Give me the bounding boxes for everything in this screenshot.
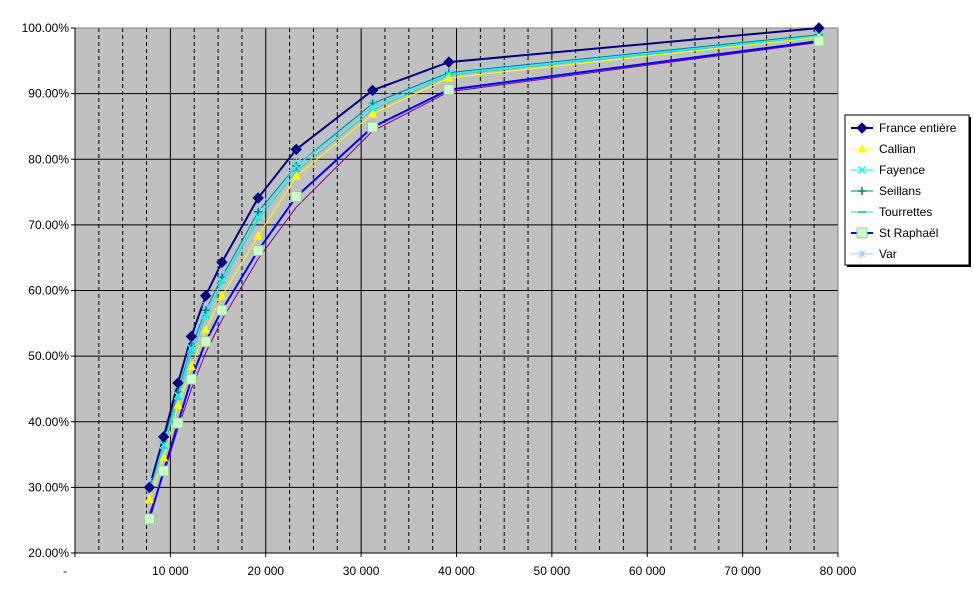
legend-marker-france-enti-re (856, 122, 868, 134)
legend-label-callian: Callian (879, 142, 916, 156)
data-point-st-rapha-l (172, 417, 184, 429)
series-markers (143, 22, 825, 525)
data-point-callian (201, 324, 211, 334)
data-point-callian (173, 400, 183, 409)
legend-marker-seillans (858, 187, 866, 195)
x-tick-label: 10 000 (152, 564, 189, 578)
data-point-st-rapha-l (200, 336, 212, 348)
series-points-callian (144, 32, 824, 503)
data-point-fayence (254, 212, 263, 222)
legend: France entière Callian Fayence Seillans Tour… (844, 114, 971, 267)
series-line-unlabeled (148, 41, 819, 514)
data-point-seillans (254, 207, 263, 216)
legend-marker-var (858, 250, 866, 258)
data-point-st-rapha-l (443, 84, 455, 96)
legend-marker-fayence (857, 165, 867, 175)
data-point-callian (253, 231, 263, 240)
legend-marker-callian (857, 144, 867, 153)
y-tick-label: 20.00% (28, 546, 69, 560)
data-point-france-enti-re (157, 431, 170, 443)
series-points-st-rapha-l (143, 35, 825, 525)
y-tick-label: 40.00% (28, 415, 69, 429)
data-point-callian (291, 171, 301, 180)
data-point-callian (217, 290, 227, 300)
legend-label-seillans: Seillans (879, 184, 921, 198)
y-tick-label: 80.00% (28, 152, 69, 166)
data-point-france-enti-re (813, 22, 825, 34)
y-axis-tick-labels: 20.00% 30.00% 40.00% 50.00% 60.00% 70.00% 80.0… (22, 21, 70, 560)
legend-label-fayence: Fayence (879, 163, 925, 177)
legend-box (844, 114, 970, 266)
x-tick-label: 80 000 (820, 564, 857, 578)
data-point-france-enti-re (216, 256, 228, 268)
data-point-st-rapha-l (290, 191, 302, 203)
data-point-st-rapha-l (158, 465, 170, 477)
x-axis-tick-labels: - 10 000 20 000 30 000 40 000 50 000 60 000 70 … (63, 564, 857, 578)
data-point-seillans (201, 306, 210, 315)
data-point-france-enti-re (443, 56, 455, 68)
data-point-callian (444, 72, 454, 82)
legend-marker-st-rapha-l (856, 227, 868, 239)
legend-label-var: Var (879, 247, 897, 261)
grid (75, 28, 838, 553)
data-point-fayence (292, 161, 301, 170)
data-point-var (217, 268, 226, 277)
x-tick-label: 40 000 (438, 564, 475, 578)
data-point-callian (159, 452, 169, 462)
x-tick-label: 30 000 (343, 564, 380, 578)
data-point-fayence (201, 311, 210, 320)
data-point-france-enti-re (366, 84, 379, 97)
data-point-fayence (173, 391, 183, 400)
legend-label-st-rapha-l: St Raphaël (879, 226, 938, 240)
data-point-fayence (368, 102, 377, 111)
legend-label-france-enti-re: France entière (879, 121, 957, 135)
y-tick-label: 50.00% (28, 349, 69, 363)
y-tick-label: 60.00% (28, 284, 69, 298)
x-tick-label: 20 000 (247, 564, 284, 578)
data-point-st-rapha-l (185, 373, 197, 385)
x-tick-label: - (63, 564, 67, 578)
data-point-callian (186, 361, 196, 371)
data-point-var (145, 476, 154, 485)
data-point-st-rapha-l (143, 513, 155, 525)
data-point-france-enti-re (252, 192, 264, 204)
x-tick-label: 50 000 (534, 564, 571, 578)
data-point-fayence (217, 276, 226, 285)
y-tick-label: 100.00% (22, 21, 70, 35)
data-point-st-rapha-l (252, 244, 264, 256)
y-tick-label: 70.00% (28, 218, 69, 232)
data-point-st-rapha-l (367, 121, 379, 133)
data-point-st-rapha-l (813, 35, 825, 47)
x-tick-label: 60 000 (629, 564, 666, 578)
legend-label-tourrettes: Tourrettes (879, 205, 932, 219)
y-tick-label: 30.00% (28, 480, 69, 494)
data-point-callian (368, 108, 378, 118)
data-point-fayence (159, 440, 168, 449)
data-point-var (201, 300, 210, 309)
data-point-france-enti-re (185, 330, 198, 343)
data-point-france-enti-re (290, 143, 302, 156)
data-point-callian (144, 494, 154, 503)
data-point-fayence (187, 344, 196, 353)
x-tick-label: 70 000 (724, 564, 761, 578)
plot-border (71, 27, 839, 557)
data-point-france-enti-re (143, 481, 156, 494)
data-point-france-enti-re (172, 377, 184, 389)
y-tick-label: 90.00% (28, 87, 69, 101)
data-point-st-rapha-l (216, 304, 228, 316)
series-points-france-enti-re (143, 22, 825, 494)
data-point-france-enti-re (199, 290, 212, 302)
